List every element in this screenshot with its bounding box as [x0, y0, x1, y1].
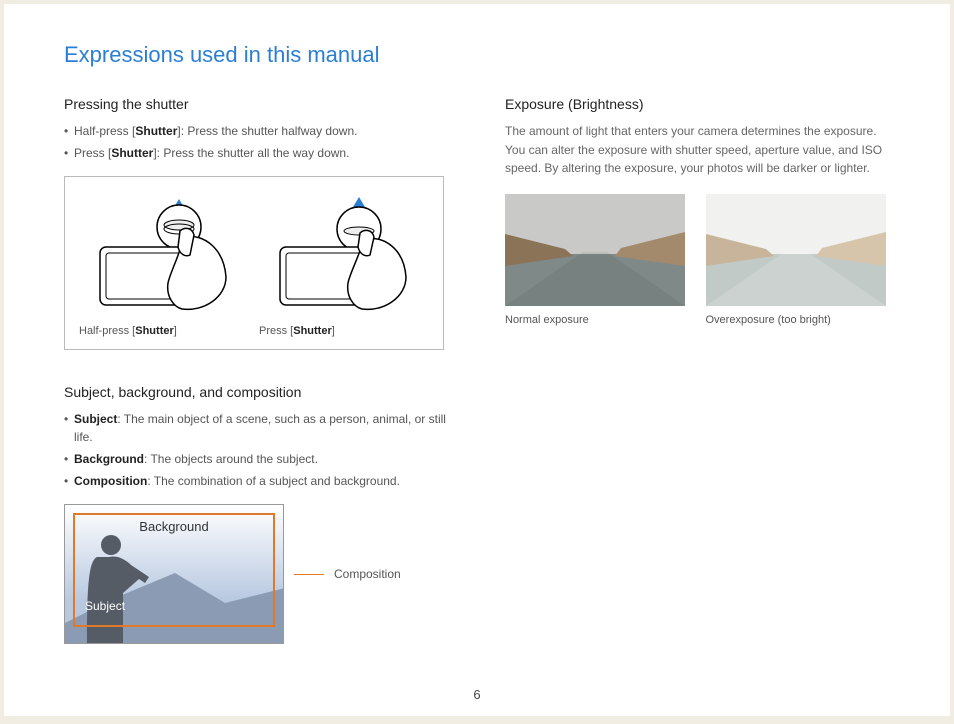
camera-half-press-illustration: [79, 197, 249, 317]
composition-bullet: Background: The objects around the subje…: [64, 450, 449, 468]
camera-full-press-illustration: [259, 197, 429, 317]
photo-over-cell: Overexposure (too bright): [706, 194, 891, 326]
composition-bullet: Subject: The main object of a scene, suc…: [64, 410, 449, 446]
desc: : The main object of a scene, such as a …: [74, 412, 446, 444]
desc: : The objects around the subject.: [144, 452, 318, 466]
bold: Shutter: [111, 146, 153, 160]
composition-frame: Background Subject: [64, 504, 284, 644]
shutter-bullet: Half-press [Shutter]: Press the shutter …: [64, 122, 449, 140]
leader-line: [294, 574, 324, 575]
camera-icon: [264, 197, 424, 317]
exposure-photos: Normal exposure Overexposure (too bright…: [505, 194, 890, 326]
bold: Shutter: [135, 325, 174, 337]
composition-legend-label: Composition: [334, 567, 401, 581]
bold: Shutter: [135, 124, 177, 138]
composition-bullet: Composition: The combination of a subjec…: [64, 472, 449, 490]
subject-label: Subject: [85, 599, 125, 613]
composition-bullets: Subject: The main object of a scene, suc…: [64, 410, 449, 490]
page-title: Expressions used in this manual: [64, 42, 890, 68]
text: Half-press [: [79, 325, 135, 337]
caption-half-press: Half-press [Shutter]: [79, 325, 249, 337]
photo-normal-cell: Normal exposure: [505, 194, 690, 326]
shutter-heading: Pressing the shutter: [64, 96, 449, 112]
page-number: 6: [4, 687, 950, 702]
caption-full-press: Press [Shutter]: [259, 325, 429, 337]
photo-normal-exposure: [505, 194, 685, 306]
bridge-scene-icon: [505, 194, 685, 306]
exposure-paragraph: The amount of light that enters your cam…: [505, 122, 890, 178]
text: Press [: [74, 146, 111, 160]
shutter-diagram-box: Half-press [Shutter]: [64, 176, 444, 350]
composition-diagram: Background Subject Composition: [64, 504, 449, 644]
text: ]: [174, 325, 177, 337]
desc: : The combination of a subject and backg…: [147, 474, 400, 488]
term: Composition: [74, 474, 147, 488]
photo-caption: Normal exposure: [505, 314, 690, 326]
term: Background: [74, 452, 144, 466]
photo-caption: Overexposure (too bright): [706, 314, 891, 326]
text: Half-press [: [74, 124, 135, 138]
background-label: Background: [65, 519, 283, 534]
manual-page: Expressions used in this manual Pressing…: [4, 4, 950, 716]
columns: Pressing the shutter Half-press [Shutter…: [64, 96, 890, 644]
shutter-bullets: Half-press [Shutter]: Press the shutter …: [64, 122, 449, 162]
exposure-heading: Exposure (Brightness): [505, 96, 890, 112]
shutter-full-cell: Press [Shutter]: [259, 197, 429, 337]
bridge-scene-icon: [706, 194, 886, 306]
photo-overexposure: [706, 194, 886, 306]
text: Press [: [259, 325, 293, 337]
shutter-bullet: Press [Shutter]: Press the shutter all t…: [64, 144, 449, 162]
bold: Shutter: [293, 325, 332, 337]
term: Subject: [74, 412, 117, 426]
camera-icon: [84, 197, 244, 317]
text: ]: [332, 325, 335, 337]
text: ]: Press the shutter halfway down.: [177, 124, 357, 138]
shutter-half-cell: Half-press [Shutter]: [79, 197, 249, 337]
text: ]: Press the shutter all the way down.: [153, 146, 349, 160]
composition-heading: Subject, background, and composition: [64, 384, 449, 400]
left-column: Pressing the shutter Half-press [Shutter…: [64, 96, 449, 644]
right-column: Exposure (Brightness) The amount of ligh…: [505, 96, 890, 644]
